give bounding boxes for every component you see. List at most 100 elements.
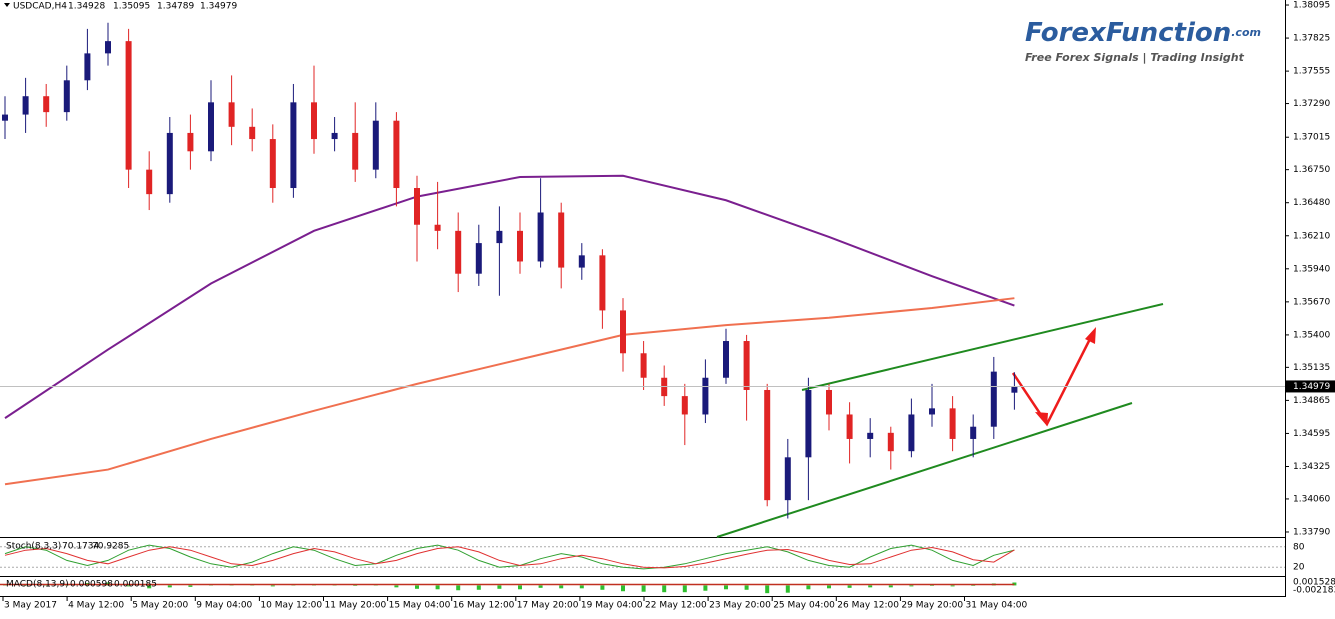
macd-bar [744, 585, 749, 590]
trend-line [716, 402, 1133, 538]
macd-bar [806, 585, 811, 590]
candle-body [640, 353, 647, 378]
candle-body [372, 120, 379, 170]
macd-bar [497, 585, 502, 589]
y-tick-label: 1.33790 [1293, 527, 1330, 537]
candle-body [846, 414, 853, 439]
macd-bar [785, 585, 790, 593]
candle-body [125, 41, 132, 170]
menu-icon [4, 3, 10, 7]
y-tick-label: 1.36480 [1293, 198, 1330, 208]
candle-body [764, 389, 771, 501]
candle-body [84, 53, 91, 81]
moving-average [4, 174, 1015, 419]
macd-bar [703, 585, 708, 591]
candle-body [2, 114, 8, 121]
macd-bar [538, 585, 543, 588]
y-tick-label: 1.37290 [1293, 99, 1330, 109]
candle-body [331, 132, 338, 140]
candle-body [249, 126, 256, 140]
macd-bar [724, 585, 728, 590]
candle-body [1011, 386, 1018, 393]
y-tick-label: 1.38095 [1293, 1, 1330, 11]
x-tick-label: 29 May 20:00 [901, 601, 963, 611]
macd-bar [930, 585, 934, 586]
x-tick-label: 23 May 20:00 [709, 601, 771, 611]
ohlc-low: 1.34789 [157, 2, 194, 12]
candle-body [537, 212, 544, 262]
candle-body [887, 432, 894, 452]
candle-body [558, 212, 565, 268]
macd-bar [147, 585, 152, 589]
x-tick-label: 31 May 04:00 [966, 601, 1028, 611]
macd-bar [909, 585, 914, 587]
candle-body [43, 96, 50, 113]
stoch-line [4, 544, 1015, 570]
macd-tick-label: -0.002183 [1293, 586, 1335, 596]
ohlc-high: 1.35095 [113, 2, 150, 12]
candle-body [434, 224, 441, 231]
candle-body [702, 377, 709, 415]
candle-body [393, 120, 400, 189]
candle-body [187, 132, 194, 152]
x-tick-label: 15 May 04:00 [389, 601, 451, 611]
stoch-line [4, 546, 1015, 569]
macd-bar [888, 585, 893, 588]
candle-body [599, 255, 606, 311]
stoch-tick-label: 20 [1293, 563, 1305, 573]
candle-body [105, 41, 111, 54]
y-tick-label: 1.36750 [1293, 165, 1330, 175]
macd-bar [188, 585, 193, 587]
candle-body [208, 102, 214, 152]
macd-bar [641, 585, 646, 592]
candle-body [166, 132, 173, 195]
x-tick-label: 3 May 2017 [4, 601, 57, 611]
logo-tagline: Free Forex Signals | Trading Insight [1025, 51, 1245, 64]
stoch-tick-label: 80 [1293, 542, 1305, 552]
candle-body [352, 132, 359, 170]
candle-body [620, 310, 626, 354]
macd-bar [868, 585, 873, 588]
y-tick-label: 1.34060 [1293, 494, 1330, 504]
candle-body [228, 102, 235, 127]
x-tick-label: 17 May 20:00 [517, 601, 579, 611]
x-tick-label: 22 May 12:00 [645, 601, 707, 611]
macd-bar [765, 585, 770, 594]
candle-body [949, 408, 956, 439]
candle-body [578, 255, 585, 268]
macd-bar [456, 585, 461, 591]
y-tick-label: 1.34325 [1293, 462, 1330, 472]
candle-body [743, 341, 750, 390]
y-tick-label: 1.37555 [1293, 67, 1330, 77]
price-tag-label: 1.34979 [1293, 382, 1330, 392]
moving-average [4, 297, 1015, 486]
x-tick-label: 4 May 12:00 [68, 601, 124, 611]
candle-body [496, 230, 503, 244]
y-tick-label: 1.35670 [1293, 297, 1330, 307]
macd-bar [167, 585, 172, 588]
stoch-name: Stoch(8,3,3) [6, 542, 61, 552]
header: USDCAD,H4 1.34928 1.35095 1.34789 1.3497… [4, 2, 237, 12]
y-tick-label: 1.37015 [1293, 133, 1330, 143]
candle-body [455, 230, 462, 274]
y-tick-label: 1.35400 [1293, 330, 1330, 340]
y-tick-label: 1.35135 [1293, 363, 1330, 373]
y-tick-label: 1.36210 [1293, 231, 1330, 241]
candle-body [22, 96, 29, 115]
macd-signal-value: 0.000185 [114, 580, 157, 590]
macd-bar [559, 585, 564, 589]
candle-body [805, 389, 812, 458]
arrow-head [1035, 412, 1048, 426]
logo: ForexFunction.com Free Forex Signals | T… [1025, 18, 1261, 65]
macd-bar [600, 585, 605, 590]
logo-domain: .com [1231, 26, 1261, 39]
macd-bar [662, 585, 667, 593]
x-tick-label: 10 May 12:00 [260, 601, 322, 611]
candle-body [908, 414, 915, 452]
y-tick-label: 1.35940 [1293, 264, 1330, 274]
candle-body [970, 426, 977, 439]
x-tick-label: 19 May 04:00 [581, 601, 643, 611]
